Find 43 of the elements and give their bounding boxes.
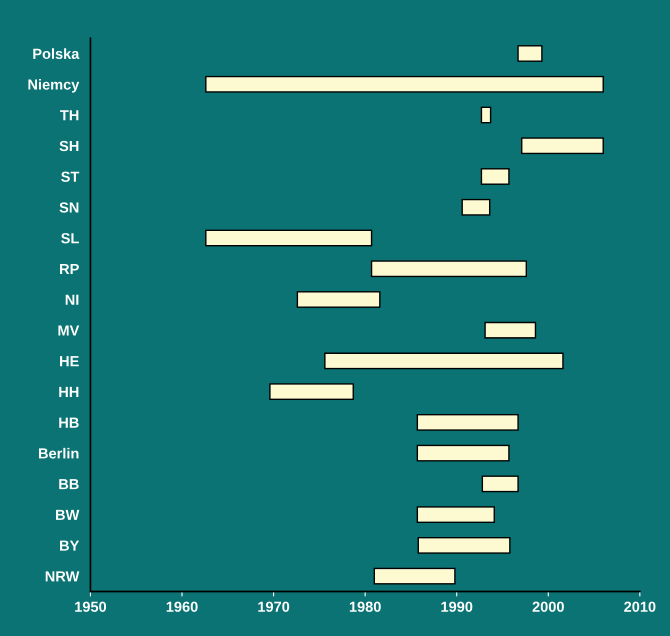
bar [521,137,604,154]
bar [296,291,380,308]
bar [482,476,519,492]
bar [205,230,372,246]
bar [416,444,510,462]
bar [480,106,492,124]
x-tick-label: 2000 [532,602,564,612]
bar [480,168,510,185]
y-tick-label: SH [60,140,78,152]
y-tick-label: ST [61,172,80,182]
x-tick-label: 1960 [166,602,198,612]
bar [462,198,490,216]
bar [370,260,527,278]
y-tick-label: RP [60,264,79,274]
bar [205,76,604,93]
x-tick-label: 2010 [624,602,656,612]
bar [418,536,511,554]
y-tick-label: HH [59,386,78,397]
bar [324,352,564,370]
x-tick-label: 1970 [258,602,290,612]
bar [416,414,519,431]
x-tick-label: 1990 [441,602,472,612]
y-tick-label: HB [59,418,79,428]
bar [517,45,543,62]
y-tick-label: SN [60,202,78,213]
y-tick-label: BW [56,510,80,520]
bar [484,322,536,339]
y-tick-label: BY [60,540,80,551]
y-tick-label: Polska [33,48,80,59]
y-tick-label: Berlin [38,448,78,459]
bar [416,506,495,524]
y-tick-label: HE [60,356,79,366]
y-tick-label: NI [66,294,78,305]
y-tick-label: NRW [46,571,80,582]
y-tick-label: SL [61,233,79,244]
y-tick-label: MV [58,325,80,336]
y-tick-label: BB [59,479,79,490]
bar [269,383,354,400]
y-tick-label: Niemcy [28,78,80,93]
bar [374,568,456,584]
x-tick-label: 1950 [75,602,106,612]
y-tick-label: TH [60,110,78,120]
x-tick-label: 1980 [350,602,381,612]
